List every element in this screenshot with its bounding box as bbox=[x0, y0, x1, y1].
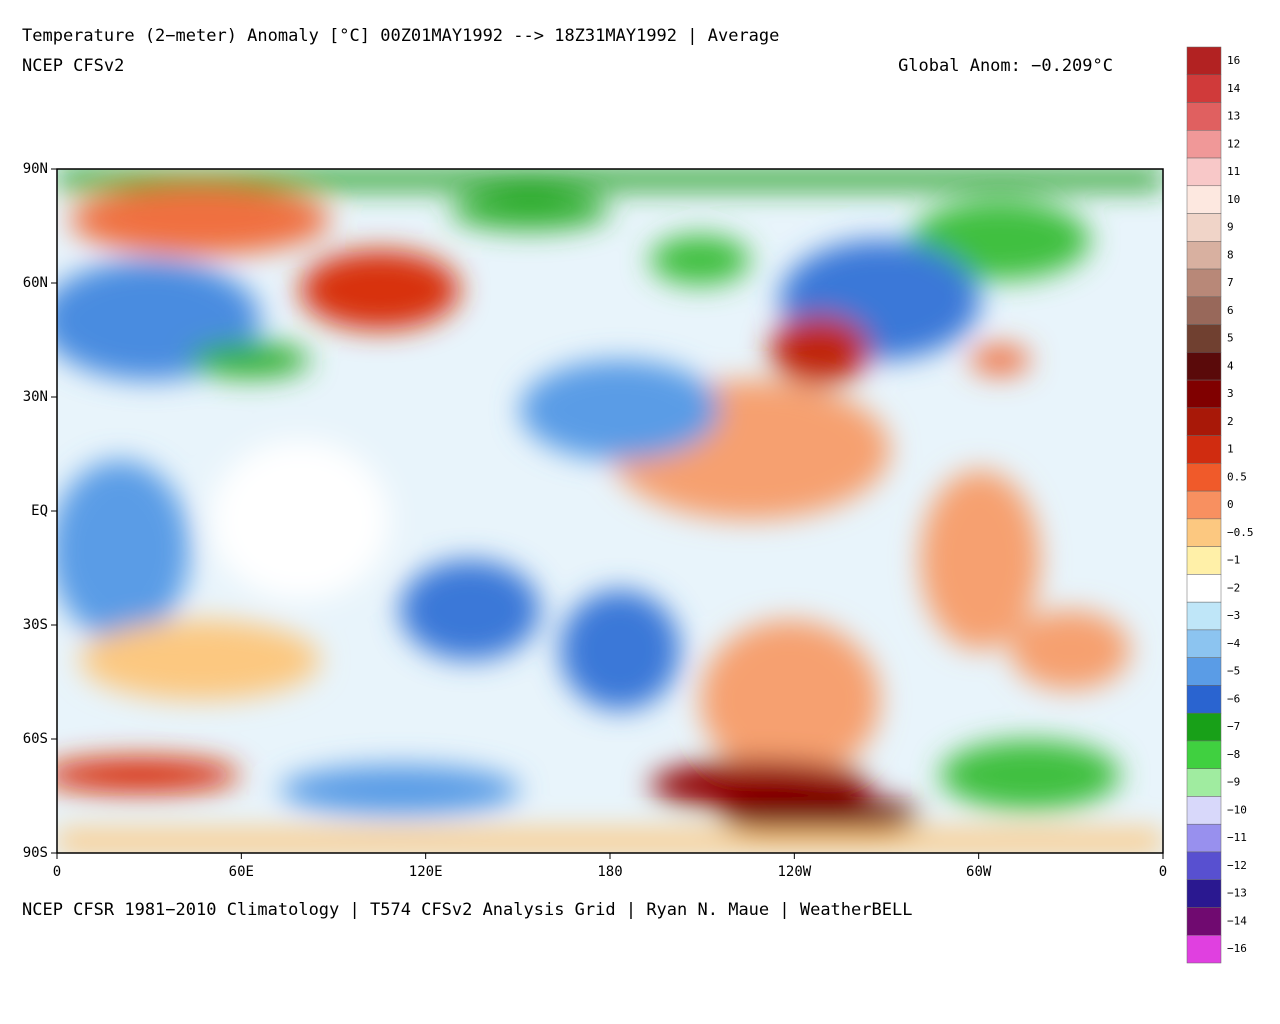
colorbar-label: 11 bbox=[1227, 165, 1240, 178]
colorbar-label: −12 bbox=[1227, 859, 1247, 872]
colorbar-swatch bbox=[1186, 185, 1222, 214]
colorbar-label: −7 bbox=[1227, 720, 1240, 733]
colorbar-label: 7 bbox=[1227, 276, 1234, 289]
colorbar-swatch bbox=[1186, 796, 1222, 825]
colorbar-swatch bbox=[1186, 740, 1222, 769]
colorbar-swatch bbox=[1186, 407, 1222, 436]
colorbar-label: 10 bbox=[1227, 193, 1240, 206]
colorbar-label: 14 bbox=[1227, 82, 1241, 95]
colorbar-swatch bbox=[1186, 934, 1222, 964]
colorbar-label: −0.5 bbox=[1227, 526, 1254, 539]
lon-label: 120E bbox=[409, 864, 443, 880]
colorbar-swatch bbox=[1186, 268, 1222, 298]
lat-label: 30S bbox=[23, 617, 48, 633]
colorbar-label: 13 bbox=[1227, 110, 1240, 123]
colorbar-label: −13 bbox=[1227, 887, 1247, 900]
colorbar-label: −16 bbox=[1227, 942, 1247, 955]
colorbar-swatch bbox=[1186, 435, 1222, 464]
global-anomaly: Global Anom: −0.209°C bbox=[898, 56, 1113, 76]
colorbar-swatch bbox=[1186, 379, 1222, 409]
lat-label: EQ bbox=[31, 503, 48, 519]
colorbar-swatch bbox=[1186, 879, 1222, 908]
lon-label: 0 bbox=[1159, 864, 1167, 880]
colorbar-swatch bbox=[1186, 324, 1222, 353]
colorbar-label: −3 bbox=[1227, 609, 1240, 622]
colorbar-label: 0 bbox=[1227, 498, 1234, 511]
colorbar-swatch bbox=[1186, 463, 1222, 492]
colorbar-label: −8 bbox=[1227, 748, 1240, 761]
colorbar-label: −11 bbox=[1227, 831, 1247, 844]
colorbar-swatch bbox=[1186, 574, 1222, 603]
colorbar-label: −5 bbox=[1227, 665, 1240, 678]
footer: NCEP CFSR 1981−2010 Climatology | T574 C… bbox=[22, 900, 912, 920]
colorbar-label: 3 bbox=[1227, 387, 1234, 400]
colorbar-label: 5 bbox=[1227, 332, 1234, 345]
colorbar-label: 9 bbox=[1227, 221, 1234, 234]
colorbar-swatch bbox=[1186, 352, 1222, 381]
colorbar-label: −6 bbox=[1227, 692, 1240, 705]
colorbar-swatch bbox=[1186, 629, 1222, 658]
colorbar-swatch bbox=[1186, 712, 1222, 742]
colorbar-swatch bbox=[1186, 74, 1222, 103]
lon-label: 60W bbox=[966, 864, 992, 880]
lat-label: 30N bbox=[23, 389, 48, 405]
colorbar-swatch bbox=[1186, 102, 1222, 131]
colorbar-swatch bbox=[1186, 657, 1222, 686]
colorbar-swatch bbox=[1186, 296, 1222, 325]
colorbar-label: 8 bbox=[1227, 248, 1234, 261]
colorbar-label: −2 bbox=[1227, 581, 1240, 594]
colorbar-swatch bbox=[1186, 213, 1222, 242]
colorbar-label: 4 bbox=[1227, 359, 1234, 372]
colorbar-swatch bbox=[1186, 518, 1222, 547]
colorbar-swatch bbox=[1186, 601, 1222, 631]
colorbar-swatch bbox=[1186, 768, 1222, 797]
colorbar-label: 6 bbox=[1227, 304, 1234, 317]
colorbar-swatch bbox=[1186, 490, 1222, 520]
colorbar-swatch bbox=[1186, 241, 1222, 270]
title: Temperature (2−meter) Anomaly [°C] 00Z01… bbox=[22, 26, 779, 46]
colorbar-label: 16 bbox=[1227, 54, 1240, 67]
lon-label: 120W bbox=[777, 864, 811, 880]
colorbar-label: 1 bbox=[1227, 443, 1234, 456]
map-field bbox=[57, 169, 1163, 853]
lon-label: 60E bbox=[229, 864, 254, 880]
colorbar-label: −1 bbox=[1227, 554, 1240, 567]
colorbar-label: 12 bbox=[1227, 137, 1240, 150]
colorbar-label: −10 bbox=[1227, 803, 1247, 816]
colorbar-label: −14 bbox=[1227, 914, 1247, 927]
colorbar-swatch bbox=[1186, 851, 1222, 880]
colorbar-label: 0.5 bbox=[1227, 470, 1247, 483]
lat-label: 60S bbox=[23, 731, 48, 747]
lat-label: 60N bbox=[23, 275, 48, 291]
colorbar-swatch bbox=[1186, 157, 1222, 187]
colorbar-label: −4 bbox=[1227, 637, 1241, 650]
colorbar-label: −9 bbox=[1227, 776, 1240, 789]
colorbar-swatch bbox=[1186, 46, 1222, 76]
colorbar-swatch bbox=[1186, 907, 1222, 936]
colorbar-swatch bbox=[1186, 130, 1222, 159]
colorbar-swatch bbox=[1186, 546, 1222, 575]
lon-label: 0 bbox=[53, 864, 61, 880]
lat-label: 90N bbox=[23, 161, 48, 177]
colorbar-label: 2 bbox=[1227, 415, 1234, 428]
subtitle: NCEP CFSv2 bbox=[22, 56, 124, 76]
lon-label: 180 bbox=[597, 864, 622, 880]
lat-label: 90S bbox=[23, 845, 48, 861]
colorbar-swatch bbox=[1186, 685, 1222, 714]
colorbar-swatch bbox=[1186, 823, 1222, 853]
